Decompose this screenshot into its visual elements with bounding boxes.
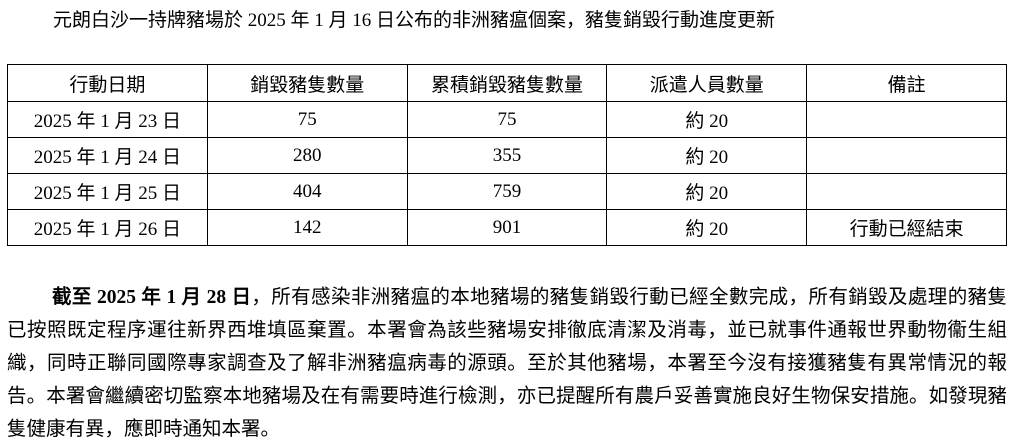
cell-staff: 約 20 (606, 209, 808, 246)
table-row: 2025 年 1 月 24 日 280 355 約 20 (7, 137, 1007, 174)
cell-culled: 280 (206, 137, 408, 174)
cell-date: 2025 年 1 月 26 日 (7, 209, 208, 246)
summary-text: ，所有感染非洲豬瘟的本地豬場的豬隻銷毀行動已經全數完成，所有銷毀及處理的豬隻已按… (7, 287, 1007, 440)
cell-staff: 約 20 (606, 101, 808, 138)
cell-date: 2025 年 1 月 25 日 (7, 173, 208, 210)
cell-date: 2025 年 1 月 24 日 (7, 137, 208, 174)
cell-cumulative: 759 (406, 173, 608, 210)
header-date: 行動日期 (7, 64, 208, 102)
cell-remarks (806, 137, 1007, 174)
header-cumulative: 累積銷毀豬隻數量 (406, 64, 608, 102)
table-row: 2025 年 1 月 26 日 142 901 約 20 行動已經結束 (7, 209, 1007, 246)
cell-remarks (806, 101, 1007, 138)
table-row: 2025 年 1 月 25 日 404 759 約 20 (7, 173, 1007, 210)
header-culled: 銷毀豬隻數量 (206, 64, 408, 102)
table-header-row: 行動日期 銷毀豬隻數量 累積銷毀豬隻數量 派遣人員數量 備註 (7, 64, 1007, 102)
cell-date: 2025 年 1 月 23 日 (7, 101, 208, 138)
header-remarks: 備註 (806, 64, 1007, 102)
cell-cumulative: 355 (406, 137, 608, 174)
table-row: 2025 年 1 月 23 日 75 75 約 20 (7, 101, 1007, 138)
cell-cumulative: 901 (406, 209, 608, 246)
cell-staff: 約 20 (606, 137, 808, 174)
cell-culled: 142 (206, 209, 408, 246)
cell-remarks: 行動已經結束 (806, 209, 1007, 246)
document-title: 元朗白沙一持牌豬場於 2025 年 1 月 16 日公布的非洲豬瘟個案，豬隻銷毀… (53, 10, 776, 31)
summary-date-lead: 截至 2025 年 1 月 28 日 (52, 287, 252, 308)
cell-staff: 約 20 (606, 173, 808, 210)
cell-culled: 404 (206, 173, 408, 210)
cell-culled: 75 (206, 101, 408, 138)
cell-cumulative: 75 (406, 101, 608, 138)
cell-remarks (806, 173, 1007, 210)
summary-paragraph: 截至 2025 年 1 月 28 日，所有感染非洲豬瘟的本地豬場的豬隻銷毀行動已… (7, 281, 1007, 446)
header-staff: 派遣人員數量 (606, 64, 808, 102)
culling-progress-table: 行動日期 銷毀豬隻數量 累積銷毀豬隻數量 派遣人員數量 備註 2025 年 1 … (7, 64, 1007, 246)
